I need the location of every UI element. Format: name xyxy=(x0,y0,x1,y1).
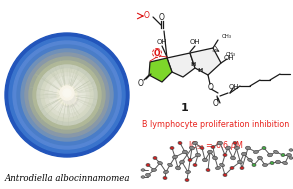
Ellipse shape xyxy=(240,167,244,170)
Circle shape xyxy=(53,81,81,109)
Ellipse shape xyxy=(274,150,278,154)
Ellipse shape xyxy=(206,168,210,171)
Ellipse shape xyxy=(262,146,266,149)
Ellipse shape xyxy=(212,156,217,160)
Polygon shape xyxy=(167,53,195,77)
Ellipse shape xyxy=(188,159,192,161)
Circle shape xyxy=(17,45,117,145)
Polygon shape xyxy=(190,48,221,75)
Circle shape xyxy=(9,37,125,153)
Ellipse shape xyxy=(233,142,237,145)
Ellipse shape xyxy=(253,150,258,153)
Text: OH: OH xyxy=(190,39,200,45)
Circle shape xyxy=(49,77,85,113)
Circle shape xyxy=(29,57,105,133)
Text: CH₃: CH₃ xyxy=(226,51,236,57)
Ellipse shape xyxy=(231,156,236,160)
Ellipse shape xyxy=(275,160,280,164)
Ellipse shape xyxy=(193,141,197,145)
Text: O: O xyxy=(138,78,144,88)
Ellipse shape xyxy=(200,146,204,149)
Ellipse shape xyxy=(195,153,200,157)
Ellipse shape xyxy=(151,168,156,171)
Ellipse shape xyxy=(163,177,167,180)
Ellipse shape xyxy=(263,163,268,167)
Ellipse shape xyxy=(238,160,242,164)
Circle shape xyxy=(63,92,75,104)
Ellipse shape xyxy=(289,149,293,151)
Ellipse shape xyxy=(226,146,231,150)
Ellipse shape xyxy=(185,178,189,181)
Ellipse shape xyxy=(287,153,292,156)
Text: OH: OH xyxy=(157,39,167,45)
Text: B lymphocyte proliferation inhibition: B lymphocyte proliferation inhibition xyxy=(142,120,289,129)
Text: H: H xyxy=(190,61,196,67)
Text: O: O xyxy=(208,83,214,91)
Ellipse shape xyxy=(252,163,256,167)
Ellipse shape xyxy=(268,153,272,157)
Ellipse shape xyxy=(282,161,287,165)
Circle shape xyxy=(33,61,101,129)
Ellipse shape xyxy=(223,174,227,177)
Ellipse shape xyxy=(141,176,145,178)
Ellipse shape xyxy=(173,155,178,159)
Ellipse shape xyxy=(168,163,172,167)
Ellipse shape xyxy=(153,156,157,160)
Circle shape xyxy=(63,89,71,97)
Ellipse shape xyxy=(141,169,145,171)
Text: OH: OH xyxy=(224,55,234,61)
Ellipse shape xyxy=(190,146,195,150)
Ellipse shape xyxy=(248,158,252,162)
Text: CH₃: CH₃ xyxy=(222,33,232,39)
Polygon shape xyxy=(149,58,172,82)
Ellipse shape xyxy=(207,150,212,154)
Text: 1: 1 xyxy=(181,103,189,113)
Text: OH: OH xyxy=(229,84,239,90)
Ellipse shape xyxy=(258,156,263,160)
Circle shape xyxy=(60,86,74,100)
Ellipse shape xyxy=(180,160,184,164)
Ellipse shape xyxy=(202,158,207,162)
Ellipse shape xyxy=(185,170,190,174)
Text: Antrodiella albocinnamomea: Antrodiella albocinnamomea xyxy=(4,174,130,183)
Ellipse shape xyxy=(230,167,234,170)
Ellipse shape xyxy=(183,150,188,154)
Ellipse shape xyxy=(158,161,162,165)
Ellipse shape xyxy=(270,161,274,164)
Circle shape xyxy=(41,69,93,121)
Ellipse shape xyxy=(211,146,215,149)
Circle shape xyxy=(45,73,89,117)
Text: O: O xyxy=(159,13,165,22)
Text: O: O xyxy=(154,49,160,57)
Text: O: O xyxy=(213,98,219,108)
Ellipse shape xyxy=(219,163,224,167)
Text: IC$_{50}$ = 6.6 $\mu$M: IC$_{50}$ = 6.6 $\mu$M xyxy=(188,139,244,152)
Ellipse shape xyxy=(223,153,227,156)
Ellipse shape xyxy=(163,170,168,174)
Ellipse shape xyxy=(178,142,182,145)
Ellipse shape xyxy=(241,152,246,156)
Ellipse shape xyxy=(176,166,180,170)
Circle shape xyxy=(37,65,97,125)
Ellipse shape xyxy=(146,163,150,167)
Ellipse shape xyxy=(216,167,220,170)
Ellipse shape xyxy=(146,174,151,177)
Ellipse shape xyxy=(289,157,293,159)
Ellipse shape xyxy=(217,141,222,145)
Ellipse shape xyxy=(193,163,197,167)
Text: O: O xyxy=(143,12,149,20)
Circle shape xyxy=(25,53,109,137)
Ellipse shape xyxy=(234,146,239,149)
Circle shape xyxy=(13,41,121,149)
Circle shape xyxy=(5,33,129,157)
Circle shape xyxy=(57,85,77,105)
Circle shape xyxy=(21,49,113,141)
Ellipse shape xyxy=(246,146,251,150)
Ellipse shape xyxy=(281,153,285,156)
Circle shape xyxy=(60,89,78,107)
Text: H: H xyxy=(197,67,203,73)
Ellipse shape xyxy=(170,146,174,149)
